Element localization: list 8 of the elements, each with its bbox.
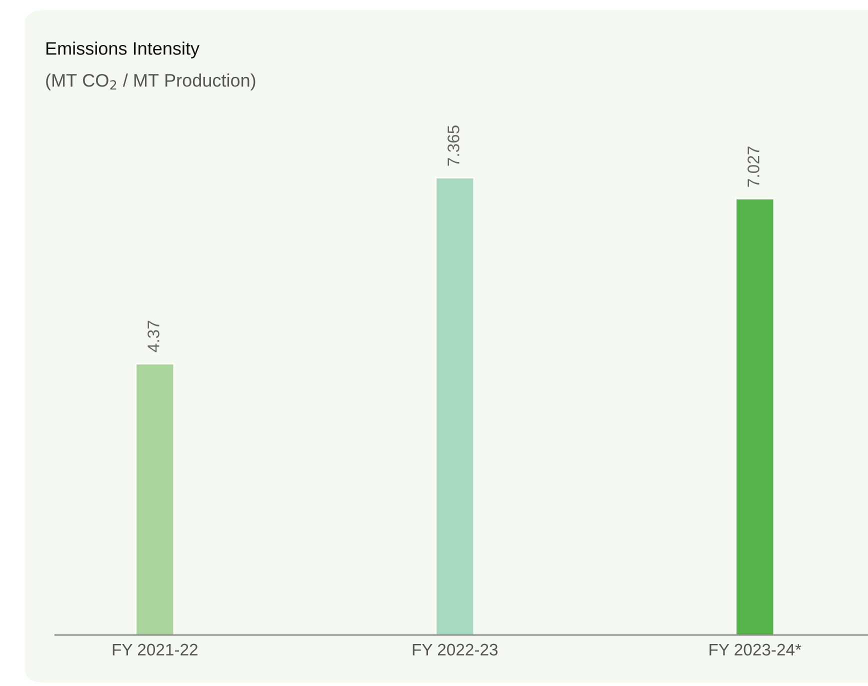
data-label: 7.027	[748, 146, 760, 187]
chart-title: Emissions Intensity	[46, 42, 200, 58]
data-label: 4.37	[148, 320, 160, 352]
data-label: 7.365	[448, 126, 460, 166]
chart-subtitle: (MT CO$_{2}$ / MT Production)	[46, 74, 256, 90]
x-tick-label: FY 2023-24*	[710, 644, 802, 656]
x-tick-label: FY 2022-23	[412, 644, 498, 656]
x-tick-label: FY 2021-22	[112, 644, 198, 656]
